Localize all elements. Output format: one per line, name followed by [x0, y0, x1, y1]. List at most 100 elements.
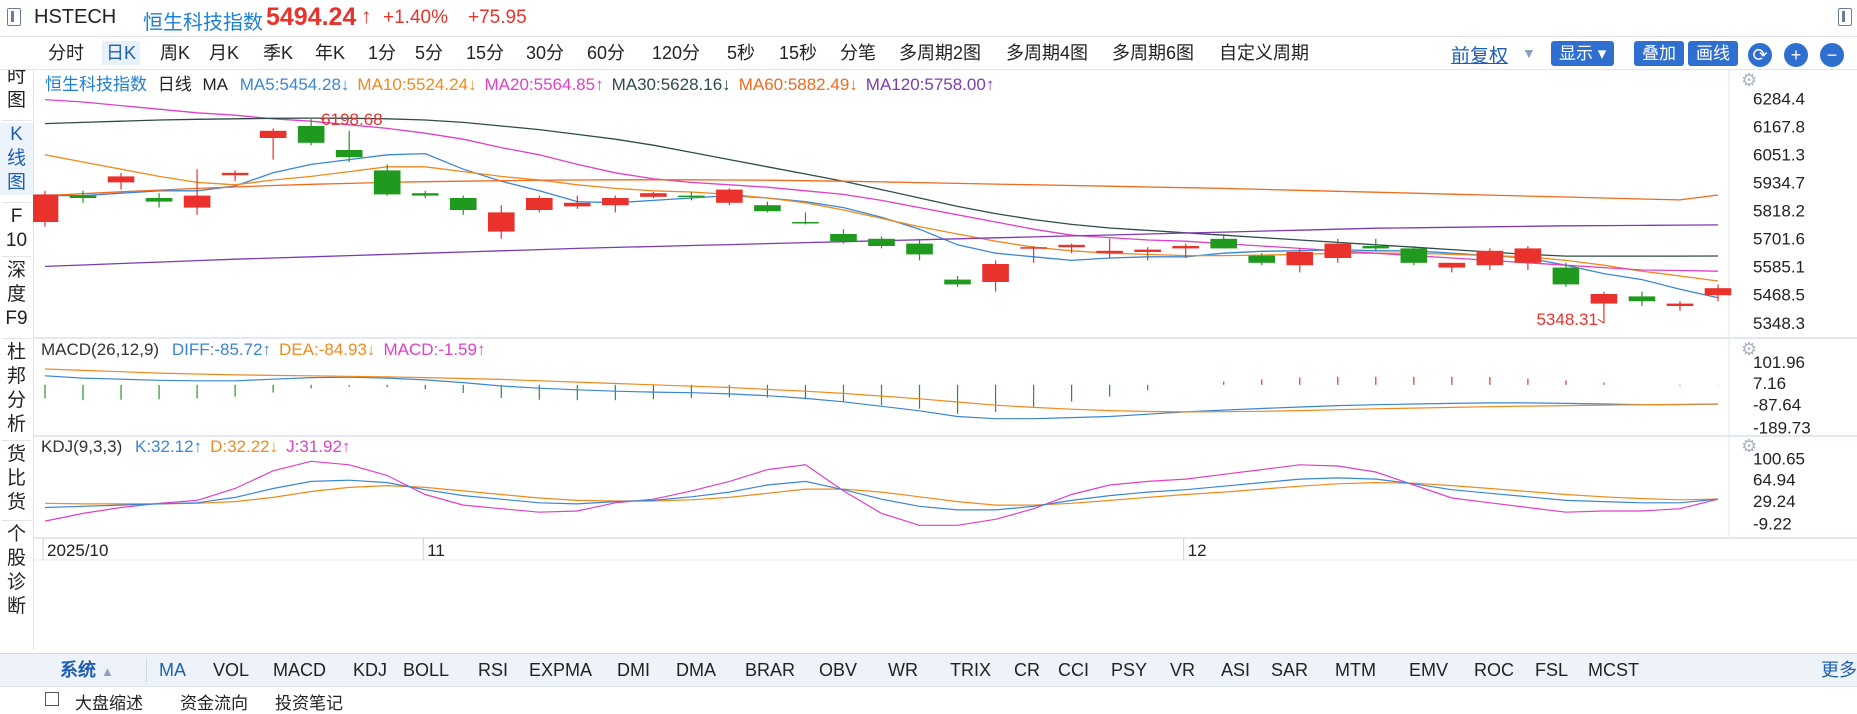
period-tab-16[interactable]: 多周期4图	[1006, 43, 1089, 63]
indicator-tab-sar[interactable]: SAR	[1271, 660, 1309, 680]
candle-body	[564, 202, 591, 207]
indicator-tab-bar: 系统 ▲ MA VOL MACD KDJ BOLL RSI EXPMA DMI DMA BRAR O…	[0, 653, 1857, 686]
price-axis-label: 5701.6	[1753, 229, 1805, 248]
period-tab-8[interactable]: 15分	[466, 43, 505, 63]
period-tab-1[interactable]: 日K	[102, 41, 141, 65]
display-button[interactable]: 显示 ▾	[1551, 41, 1615, 66]
sidebar-item-char: F9	[5, 308, 28, 329]
period-tab-9[interactable]: 30分	[526, 43, 565, 63]
indicator-tab-roc[interactable]: ROC	[1474, 660, 1514, 680]
indicator-tab-mtm[interactable]: MTM	[1335, 660, 1376, 680]
info-tab-2[interactable]: 投资笔记	[275, 694, 343, 713]
indicator-tab-obv[interactable]: OBV	[819, 660, 858, 680]
indicator-tab-cr[interactable]: CR	[1014, 660, 1040, 680]
period-tab-14[interactable]: 分笔	[840, 43, 876, 63]
kdj-settings-icon[interactable]: ⚙	[1741, 436, 1758, 456]
price-axis-label: 5468.5	[1753, 285, 1805, 304]
zoom-in-icon[interactable]: +	[1784, 43, 1808, 67]
adjust-mode-dropdown[interactable]: 前复权	[1451, 46, 1509, 67]
sidebar-toggle-icon[interactable]	[7, 8, 21, 26]
legend-period: 日线	[157, 75, 192, 94]
period-tab-7[interactable]: 5分	[415, 43, 444, 63]
period-tab-13[interactable]: 15秒	[779, 43, 818, 63]
sidebar-item-4[interactable]: 杜邦分析	[0, 341, 33, 437]
panel-toggle-icon[interactable]	[1838, 8, 1852, 26]
candle-body	[183, 195, 211, 208]
more-button[interactable]: 更多	[1821, 660, 1857, 680]
candle-body	[830, 234, 857, 242]
period-tab-4[interactable]: 季K	[263, 43, 294, 63]
chart-area[interactable]: 6284.4 6167.8 6051.3 5934.7 5818.2 5701.6 5585…	[33, 70, 1857, 650]
main-settings-icon[interactable]: ⚙	[1741, 70, 1758, 90]
sidebar-item-2[interactable]: F 10	[0, 205, 33, 253]
indicator-tab-emv[interactable]: EMV	[1409, 660, 1449, 680]
legend-value: D:32.22↓	[210, 437, 279, 456]
sidebar-item-char: 股	[6, 548, 26, 569]
price-axis-label: 6284.4	[1753, 90, 1805, 109]
indicator-tab-kdj[interactable]: KDJ	[353, 660, 388, 680]
chevron-down-icon[interactable]: ▼	[1522, 45, 1536, 61]
macd-axis-label: 7.16	[1753, 374, 1786, 393]
info-tab-1[interactable]: 资金流向	[180, 694, 248, 713]
checkbox-icon[interactable]	[45, 692, 59, 706]
candle-body	[335, 150, 363, 158]
indicator-tab-dmi[interactable]: DMI	[617, 660, 650, 680]
sidebar-item-6[interactable]: 个股诊断	[0, 523, 33, 619]
indicator-tab-expma[interactable]: EXPMA	[529, 660, 593, 680]
candle-body	[754, 205, 781, 212]
indicator-tab-boll[interactable]: BOLL	[403, 660, 450, 680]
period-tab-2[interactable]: 周K	[160, 43, 191, 63]
period-tab-5[interactable]: 年K	[315, 43, 346, 63]
indicator-tab-trix[interactable]: TRIX	[950, 660, 992, 680]
refresh-icon[interactable]: ⟳	[1748, 43, 1772, 67]
indicator-tab-vr[interactable]: VR	[1170, 660, 1196, 680]
candle-body	[1324, 243, 1352, 258]
sidebar-item-5[interactable]: 货比货	[0, 443, 33, 515]
indicator-tab-mcst[interactable]: MCST	[1588, 660, 1639, 680]
sidebar-item-3[interactable]: 深度 F9	[0, 259, 33, 331]
period-tab-18[interactable]: 自定义周期	[1219, 43, 1309, 63]
price-axis-label: 6051.3	[1753, 145, 1805, 164]
indicator-tab-cci[interactable]: CCI	[1058, 660, 1089, 680]
kdj-axis-label: 100.65	[1753, 450, 1805, 469]
period-tab-3[interactable]: 月K	[209, 43, 240, 63]
indicator-tab-psy[interactable]: PSY	[1111, 660, 1148, 680]
period-tab-15[interactable]: 多周期2图	[899, 43, 982, 63]
tab-divider	[146, 658, 147, 682]
indicator-tab-macd[interactable]: MACD	[273, 660, 326, 680]
sidebar-item-char: 比	[6, 468, 26, 489]
period-tab-0[interactable]: 分时	[48, 43, 84, 63]
candle-body	[33, 194, 59, 222]
date-axis-label: 11	[427, 541, 445, 560]
legend-stock-name: 恒生科技指数	[45, 75, 147, 94]
period-tab-11[interactable]: 120分	[652, 43, 701, 63]
draw-line-button[interactable]: 画线	[1688, 41, 1738, 66]
indicator-tab-brar[interactable]: BRAR	[745, 660, 796, 680]
price-axis-label: 5585.1	[1753, 257, 1805, 276]
sidebar-item-char: F	[10, 206, 23, 227]
system-tab[interactable]: 系统 ▲	[60, 658, 114, 684]
candle-body	[906, 243, 933, 255]
indicator-tab-rsi[interactable]: RSI	[478, 660, 509, 680]
kline-chart-svg[interactable]: 6284.4 6167.8 6051.3 5934.7 5818.2 5701.6 5585…	[33, 70, 1857, 650]
legend-value: MA10:5524.24↓	[357, 75, 477, 94]
indicator-tab-ma[interactable]: MA	[159, 660, 186, 680]
sidebar-item-char: 图	[6, 172, 26, 193]
period-tab-17[interactable]: 多周期6图	[1112, 43, 1195, 63]
indicator-tab-dma[interactable]: DMA	[676, 660, 716, 680]
period-tab-6[interactable]: 1分	[368, 43, 397, 63]
zoom-out-icon[interactable]: −	[1820, 43, 1844, 67]
info-tab-0[interactable]: 大盘缩述	[75, 694, 143, 713]
period-tab-12[interactable]: 5秒	[727, 43, 756, 63]
info-tab-bar: 大盘缩述 资金流向 投资笔记	[0, 686, 1857, 713]
legend-value: DIFF:-85.72↑	[171, 340, 272, 359]
kdj-axis-label: 29.24	[1753, 492, 1796, 511]
macd-settings-icon[interactable]: ⚙	[1741, 339, 1758, 359]
overlay-button[interactable]: 叠加	[1634, 41, 1684, 66]
indicator-tab-wr[interactable]: WR	[888, 660, 918, 680]
indicator-tab-vol[interactable]: VOL	[213, 660, 250, 680]
period-tab-10[interactable]: 60分	[587, 43, 626, 63]
indicator-tab-fsl[interactable]: FSL	[1535, 660, 1569, 680]
indicator-tab-asi[interactable]: ASI	[1221, 660, 1251, 680]
